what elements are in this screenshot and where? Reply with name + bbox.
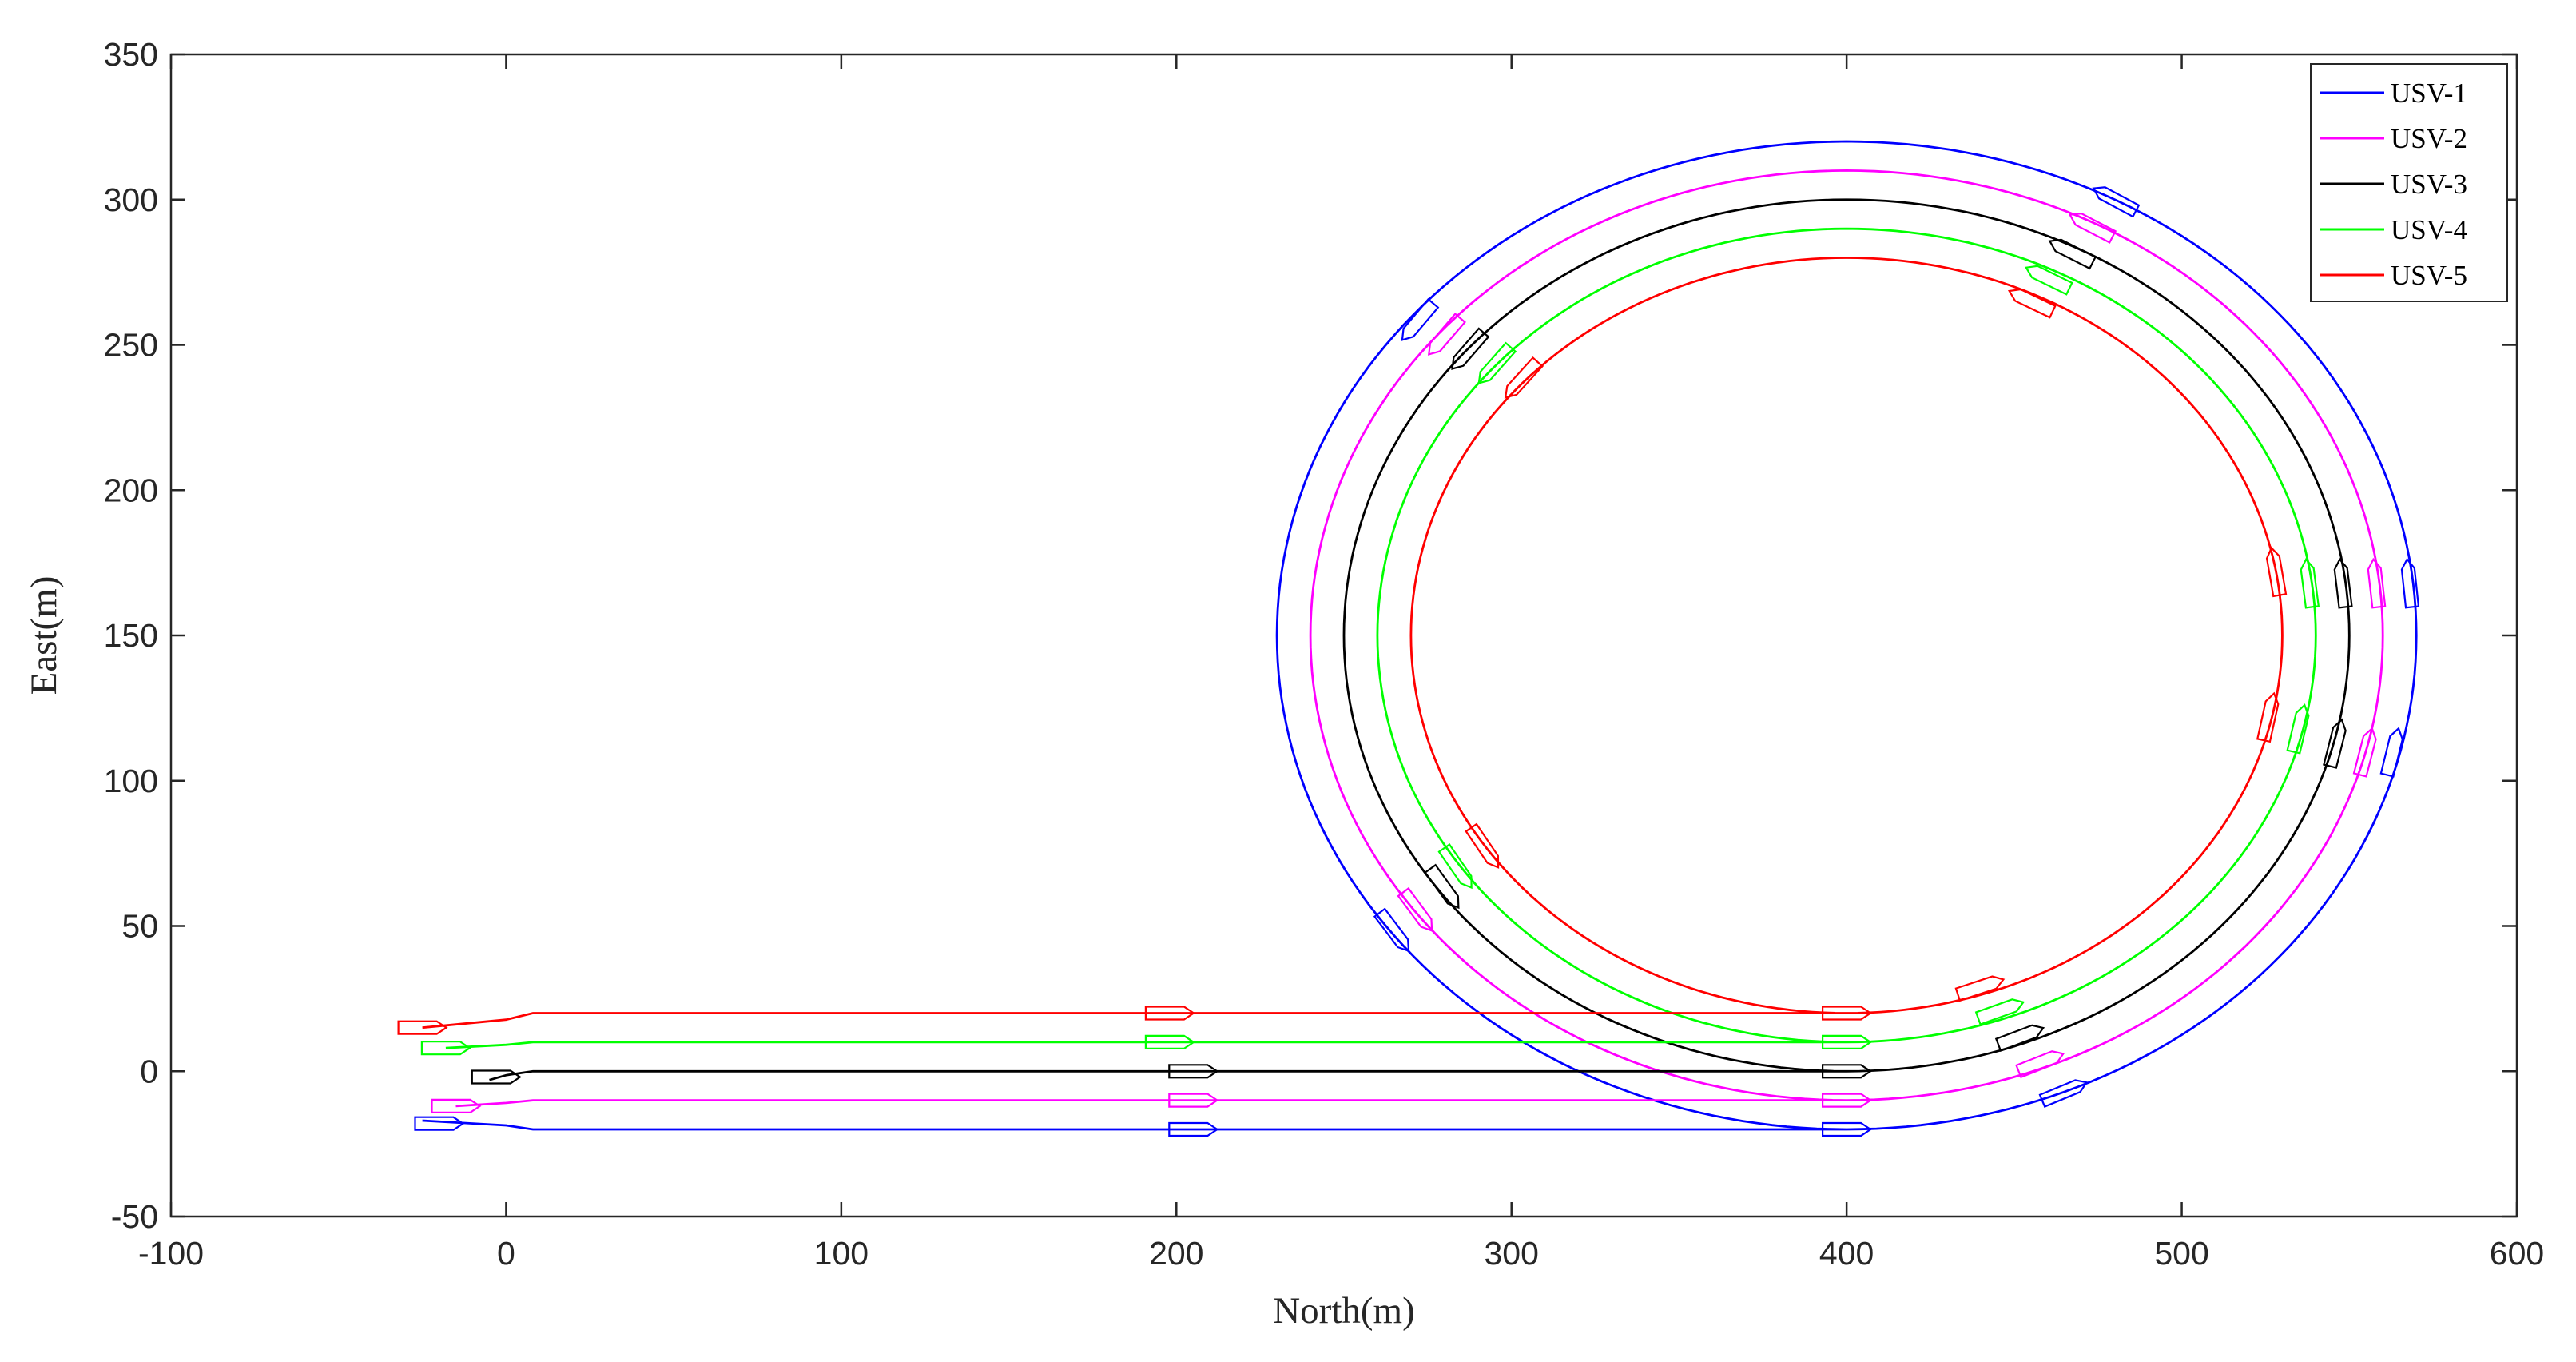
x-tick-label: 600 [2490,1235,2544,1272]
vessel-marker [2068,212,2117,244]
vessel-marker [420,1041,471,1056]
vessel-marker [1974,998,2025,1025]
vessel-marker [2048,238,2097,270]
vessel-marker [1465,822,1500,869]
series-line-usv-1 [422,140,2418,1131]
vessel-marker [1822,1034,1873,1050]
vessel-marker [2379,727,2404,778]
vessel-marker [2256,691,2280,743]
vessel-marker [1397,886,1433,932]
legend-label: USV-4 [2391,214,2467,245]
vessel-marker [1954,975,2006,1002]
vessel-marker [1504,356,1544,399]
x-axis-label: North(m) [1273,1290,1415,1332]
x-tick-label: 0 [497,1235,515,1272]
vessel-marker [1451,327,1490,370]
vessel-marker [1437,843,1473,890]
vessel-marker [2300,557,2320,609]
legend-label: USV-1 [2391,78,2467,109]
x-tick-label: 300 [1485,1235,1539,1272]
y-tick-label: 150 [104,617,158,654]
vessel-marker [2367,557,2387,609]
series-line-usv-4 [445,227,2317,1049]
vessel-marker [2286,703,2310,755]
axes-layer: -100 0 100 200 300 400 500 600 -50 0 50 100 150 200 25… [104,36,2545,1272]
x-tick-label: 100 [814,1235,869,1272]
vessel-marker [2092,186,2141,218]
x-tick-label: 400 [1819,1235,1874,1272]
vessel-marker [2400,557,2420,609]
vessel-marker [2025,265,2073,296]
y-tick-label: 200 [104,472,158,508]
y-tick-label: 50 [121,908,158,945]
vessel-marker [2333,557,2353,609]
vessel-marker [2015,1050,2065,1079]
vessel-marker [2007,288,2057,319]
legend: USV-1 USV-2 USV-3 USV-4 USV-5 [2310,63,2508,302]
vessel-marker [1144,1034,1195,1050]
vessel-marker [1477,341,1517,384]
y-tick-label: -50 [111,1198,158,1235]
series-line-usv-5 [422,257,2284,1029]
x-tick-label: -100 [138,1235,204,1272]
vessel-marker [431,1098,482,1114]
vessel-marker [1168,1093,1219,1108]
vessel-marker [471,1069,522,1085]
vessel-marker [1373,907,1410,953]
vessel-marker [1427,313,1466,356]
y-tick-label: 250 [104,327,158,364]
vessel-marker [1168,1121,1219,1137]
x-tick-label: 200 [1149,1235,1203,1272]
vessel-marker [1401,297,1440,341]
legend-label: USV-2 [2391,123,2467,154]
x-tick-label: 500 [2154,1235,2208,1272]
vessel-marker [2265,546,2288,598]
vessel-marker [414,1116,465,1131]
y-tick-label: 300 [104,181,158,218]
vessel-marker [1822,1093,1873,1108]
legend-label: USV-3 [2391,169,2467,200]
vessel-marker [1822,1006,1873,1021]
vessel-marker [1822,1121,1873,1137]
y-axis-label: East(m) [23,576,65,695]
vessel-marker [1424,863,1460,910]
series-line-usv-2 [455,169,2384,1108]
series-line-usv-3 [489,198,2351,1081]
marker-layer [397,186,2420,1137]
vessel-marker [2323,718,2347,769]
legend-label: USV-5 [2391,260,2467,291]
y-tick-label: 100 [104,763,158,799]
y-tick-label: 0 [140,1053,158,1089]
vessel-marker [1822,1064,1873,1079]
vessel-marker [2352,727,2377,778]
vessel-marker [2038,1079,2089,1109]
series-layer [422,140,2418,1131]
vessel-marker [1994,1024,2045,1053]
vessel-marker [1168,1064,1219,1079]
vessel-marker [1144,1006,1195,1021]
y-tick-label: 350 [104,36,158,73]
vessel-marker [397,1020,448,1035]
